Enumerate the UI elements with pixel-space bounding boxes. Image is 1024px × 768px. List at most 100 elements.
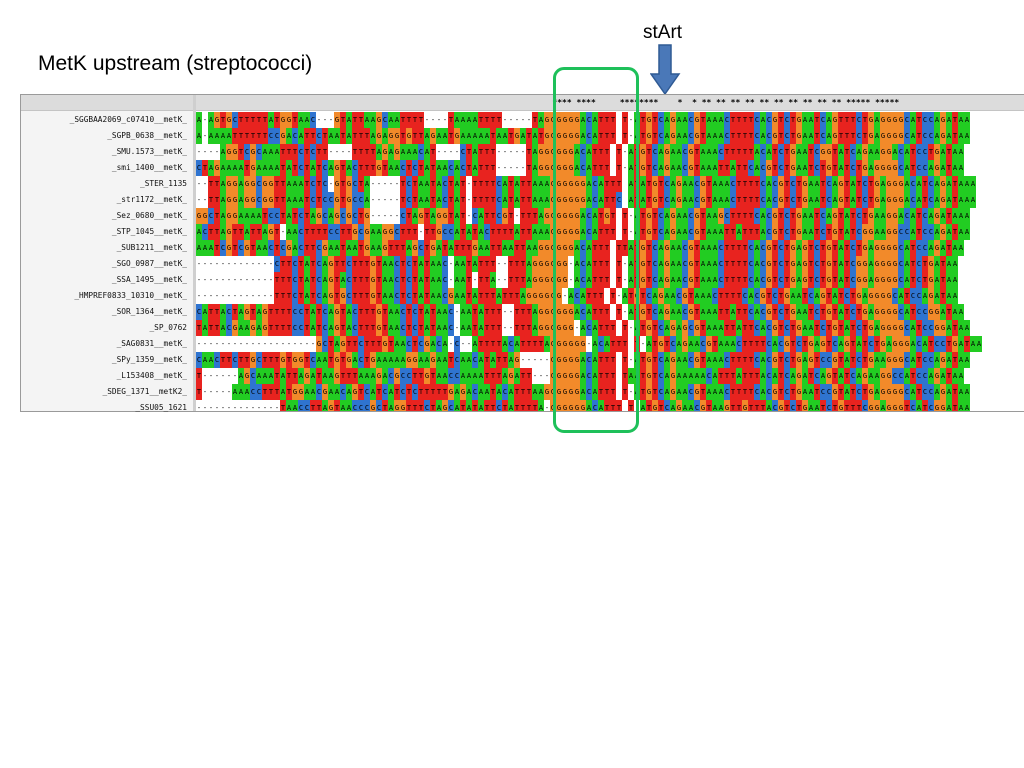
base-cell: T (400, 240, 406, 256)
base-cell: A (754, 256, 760, 272)
sequence-name[interactable]: _STP_1045__metK_ (111, 227, 187, 236)
base-cell: C (298, 320, 304, 336)
sequence-name[interactable]: _SAG0831__metK_ (116, 339, 187, 348)
base-cell: A (532, 240, 538, 256)
base-cell: G (556, 320, 562, 336)
base-cell: A (952, 160, 958, 176)
base-cell: C (766, 224, 772, 240)
base-cell: G (340, 336, 346, 352)
sequence-name[interactable]: _SPy_1359__metK_ (111, 355, 187, 364)
base-cell: A (412, 144, 418, 160)
base-cell: A (934, 176, 940, 192)
sequence-name[interactable]: _SSU05_1621 (135, 403, 187, 412)
base-cell: A (958, 320, 964, 336)
base-cell: C (256, 384, 262, 400)
base-cell: C (304, 400, 310, 411)
base-cell: T (790, 128, 796, 144)
base-cell: A (766, 192, 772, 208)
base-cell: T (748, 176, 754, 192)
base-cell: G (874, 304, 880, 320)
base-cell: C (322, 304, 328, 320)
base-cell: T (622, 128, 628, 144)
base-cell: A (958, 336, 964, 352)
base-cell: T (706, 192, 712, 208)
base-cell: C (790, 400, 796, 411)
base-cell: - (238, 336, 244, 352)
base-cell: - (442, 144, 448, 160)
base-cell: C (922, 112, 928, 128)
base-cell: A (592, 208, 598, 224)
base-cell: T (280, 288, 286, 304)
sequence-name[interactable]: _L153408__metK_ (116, 371, 187, 380)
pane-splitter[interactable] (193, 95, 196, 411)
sequence-name[interactable]: _SGPB_0638__metK_ (107, 131, 187, 140)
base-cell: T (538, 336, 544, 352)
base-cell: - (502, 112, 508, 128)
base-cell: T (520, 304, 526, 320)
sequence-name[interactable]: _SP_0762 (149, 323, 187, 332)
base-cell: T (418, 160, 424, 176)
base-cell: T (952, 128, 958, 144)
sequence-name[interactable]: _SMU.1573__metK_ (111, 147, 187, 156)
base-cell (616, 224, 622, 240)
base-cell: T (700, 352, 706, 368)
base-cell: T (496, 352, 502, 368)
base-cell: A (346, 128, 352, 144)
base-cell: C (586, 352, 592, 368)
sequence-name[interactable]: _SSA_1495__metK_ (111, 275, 187, 284)
base-cell: T (508, 208, 514, 224)
base-cell: - (268, 288, 274, 304)
sequence-name[interactable]: _SUB1211__metK_ (116, 243, 187, 252)
base-cell: A (310, 368, 316, 384)
base-cell: G (658, 336, 664, 352)
base-cell: - (214, 272, 220, 288)
base-cell (610, 272, 616, 288)
sequence-name[interactable]: _SDEG_1371__metK2_ (102, 387, 188, 396)
base-cell: - (196, 272, 202, 288)
base-cell: C (256, 352, 262, 368)
base-cell: T (748, 192, 754, 208)
base-cell: A (268, 112, 274, 128)
base-cell: T (472, 192, 478, 208)
base-cell: C (922, 208, 928, 224)
base-cell: G (898, 352, 904, 368)
base-cell: T (214, 320, 220, 336)
base-cell: T (622, 336, 628, 352)
base-cell: A (592, 352, 598, 368)
base-cell: A (196, 224, 202, 240)
base-cell: A (802, 144, 808, 160)
base-cell: A (436, 256, 442, 272)
base-cell: - (232, 256, 238, 272)
base-cell: C (358, 192, 364, 208)
base-cell: A (586, 256, 592, 272)
base-cell: G (430, 128, 436, 144)
slide-title: MetK upstream (streptococci) (38, 52, 313, 75)
sequence-name[interactable]: _str1172__metK_ (116, 195, 187, 204)
sequence-name[interactable]: _SOR_1364__metK_ (111, 307, 187, 316)
base-cell: A (502, 176, 508, 192)
sequence-name[interactable]: _Sez_0680__metK_ (111, 211, 187, 220)
base-cell: A (442, 304, 448, 320)
base-cell: T (496, 224, 502, 240)
base-cell: T (478, 336, 484, 352)
sequence-name[interactable]: _SGGBAA2069_c07410__metK_ (69, 115, 187, 124)
sequence-name[interactable]: _smi_1400__metK_ (111, 163, 187, 172)
base-cell: A (334, 336, 340, 352)
base-cell: A (802, 160, 808, 176)
base-cell: A (268, 144, 274, 160)
sequence-name[interactable]: _SGO_0987__metK_ (111, 259, 187, 268)
base-cell: G (886, 112, 892, 128)
base-cell: C (592, 176, 598, 192)
sequence-name[interactable]: _STER_1135 (140, 179, 187, 188)
base-cell: T (352, 272, 358, 288)
base-cell: A (460, 256, 466, 272)
base-cell: - (382, 208, 388, 224)
base-cell: A (670, 144, 676, 160)
base-cell: C (760, 240, 766, 256)
sequence-name[interactable]: _HMPREF0833_10310__metK_ (74, 291, 187, 300)
base-cell: A (916, 192, 922, 208)
base-cell: T (250, 128, 256, 144)
base-cell: A (424, 304, 430, 320)
base-cell: A (376, 224, 382, 240)
base-cell: G (544, 256, 550, 272)
